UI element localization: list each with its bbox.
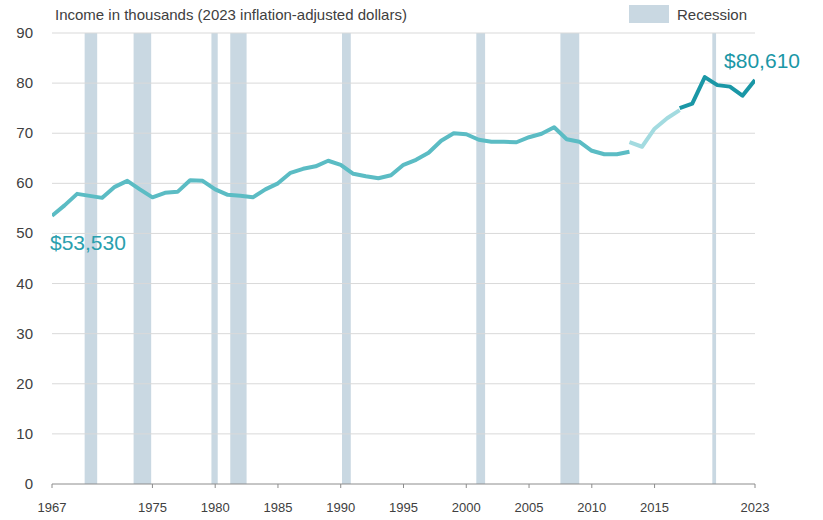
x-tick-label: 1980	[201, 500, 230, 515]
series-line	[52, 127, 629, 216]
series-line	[629, 110, 679, 147]
grid-line	[52, 333, 755, 334]
x-tick	[755, 484, 756, 488]
x-tick	[340, 484, 341, 488]
x-tick-label: 2005	[515, 500, 544, 515]
recession-band	[342, 33, 351, 484]
recession-band	[560, 33, 579, 484]
recessions	[85, 33, 716, 484]
x-tick-label: 2010	[577, 500, 606, 515]
recession-band	[712, 33, 716, 484]
grid-line	[52, 233, 755, 234]
x-tick-label: 1985	[264, 500, 293, 515]
x-tick	[277, 484, 278, 488]
x-tick	[403, 484, 404, 488]
x-tick-label: 2015	[640, 500, 669, 515]
x-tick	[215, 484, 216, 488]
x-tick-label: 1995	[389, 500, 418, 515]
legend-label: Recession	[677, 6, 747, 23]
legend: Recession	[629, 5, 747, 23]
lines	[52, 77, 755, 216]
recession-band	[476, 33, 485, 484]
x-tick-label: 2000	[452, 500, 481, 515]
axis-label: Income in thousands (2023 inflation-adju…	[55, 6, 407, 23]
annotation: $53,530	[50, 231, 126, 254]
x-tick-label: 1990	[326, 500, 355, 515]
recession-band	[211, 33, 217, 484]
grid-line	[52, 433, 755, 434]
y-tick-label: 70	[16, 124, 33, 141]
grid-line	[52, 383, 755, 384]
x-tick	[152, 484, 153, 488]
y-tick-label: 20	[16, 375, 33, 392]
x-tick	[529, 484, 530, 488]
y-tick-label: 40	[16, 275, 33, 292]
grid-line	[52, 33, 755, 34]
x-tick-label: 1967	[38, 500, 67, 515]
y-tick-label: 10	[16, 425, 33, 442]
recession-band	[134, 33, 152, 484]
y-tick-label: 60	[16, 174, 33, 191]
grid-line	[52, 83, 755, 84]
annotation: $80,610	[724, 49, 800, 72]
x-tick	[591, 484, 592, 488]
recession-band	[85, 33, 98, 484]
x-tick-label: 2023	[741, 500, 770, 515]
grid	[52, 33, 755, 484]
grid-line	[52, 183, 755, 184]
x-tick-label: 1975	[138, 500, 167, 515]
y-tick-label: 90	[16, 24, 33, 41]
y-tick-label: 50	[16, 224, 33, 241]
y-tick-label: 0	[25, 475, 33, 492]
x-tick	[52, 484, 53, 488]
x-tick	[466, 484, 467, 488]
y-tick-label: 80	[16, 74, 33, 91]
y-tick-label: 30	[16, 325, 33, 342]
chart: 0 10 20 30 40 50 60 70 80 90 1967 1975 1980 1985 1990 1…	[0, 0, 823, 520]
x-tick	[654, 484, 655, 488]
grid-line	[52, 283, 755, 284]
series-line	[680, 77, 755, 108]
legend-swatch	[629, 5, 669, 23]
recession-band	[230, 33, 246, 484]
